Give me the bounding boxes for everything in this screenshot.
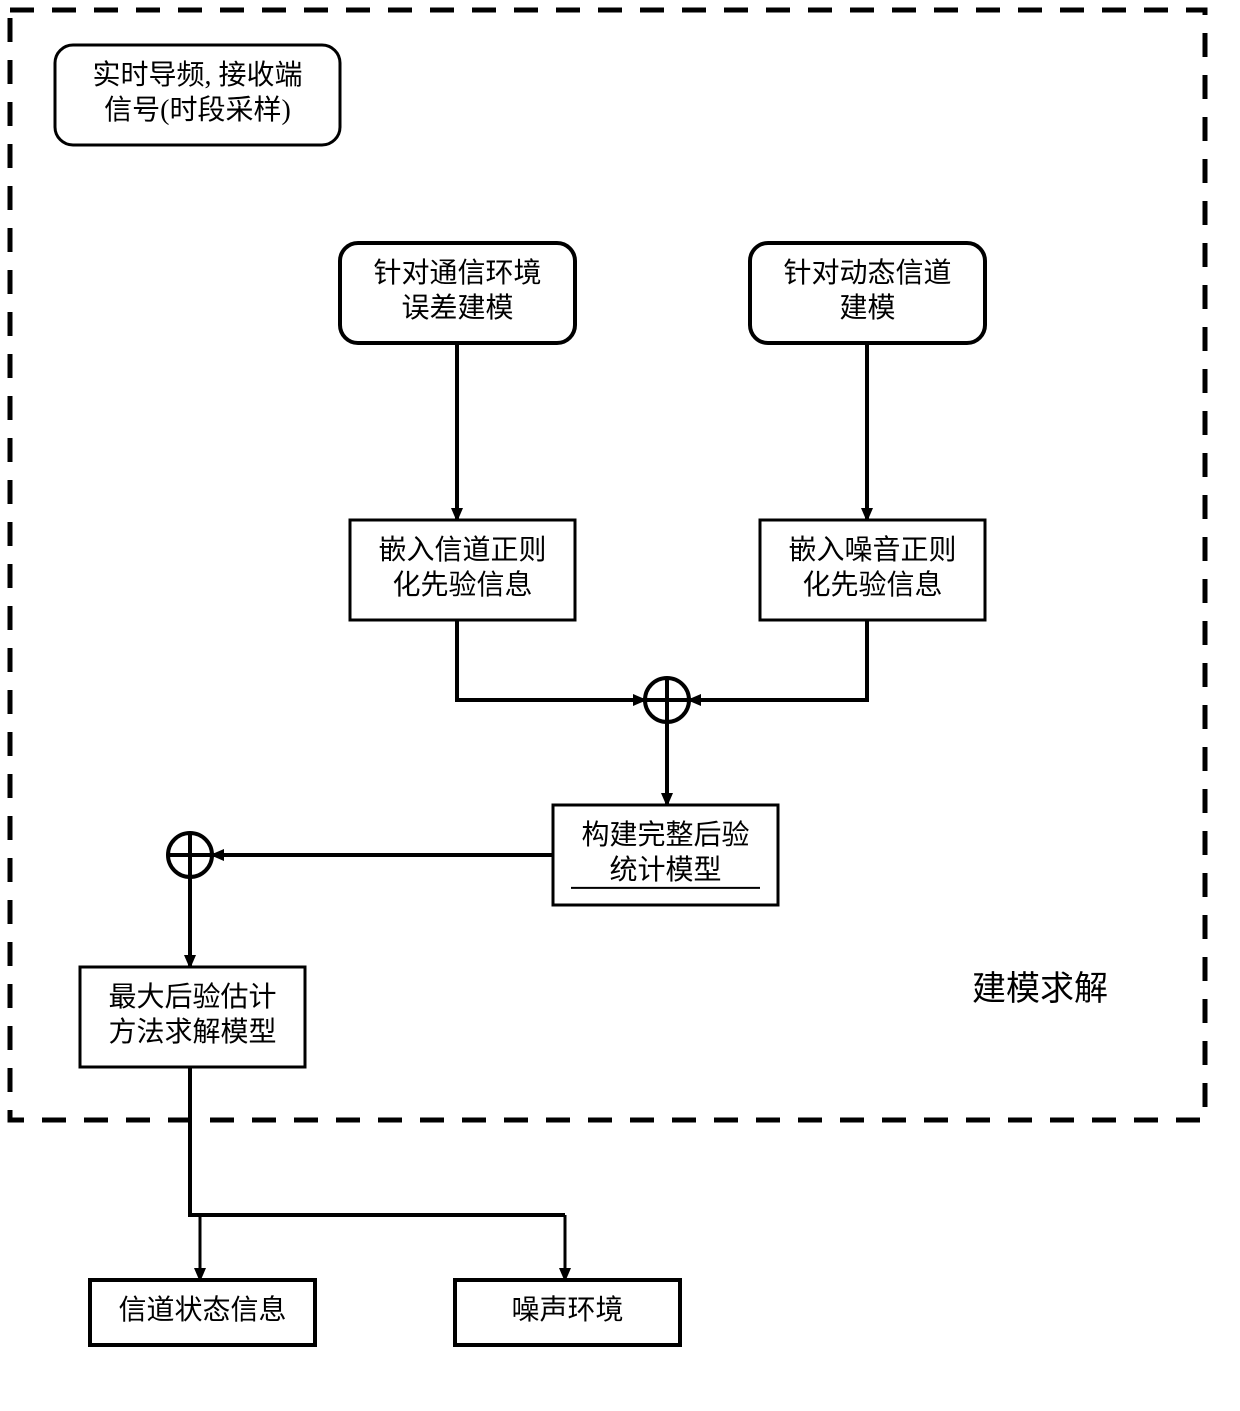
node-text: 噪声环境: [511, 1294, 623, 1326]
node-text: 化先验信息: [392, 569, 532, 601]
sum-node-s2: [168, 833, 212, 877]
edge: [689, 620, 867, 700]
node-text: 统计模型: [609, 854, 721, 886]
flowchart-diagram: 实时导频, 接收端信号(时段采样)针对通信环境误差建模针对动态信道建模嵌入信道正…: [0, 0, 1240, 1411]
node-text: 方法求解模型: [108, 1016, 276, 1048]
node-n_input: 实时导频, 接收端信号(时段采样): [55, 45, 340, 145]
node-n_map: 最大后验估计方法求解模型: [80, 967, 305, 1067]
node-n_posterior: 构建完整后验统计模型: [553, 805, 778, 905]
region-label: 建模求解: [972, 970, 1108, 1008]
node-n_noiseenv: 噪声环境: [455, 1280, 680, 1345]
node-text: 信道状态信息: [118, 1294, 286, 1326]
node-text: 嵌入噪音正则: [788, 534, 956, 566]
node-text: 嵌入信道正则: [378, 534, 546, 566]
node-n_chanprior: 嵌入信道正则化先验信息: [350, 520, 575, 620]
node-text: 针对通信环境: [373, 257, 541, 289]
node-text: 化先验信息: [802, 569, 942, 601]
node-n_env: 针对通信环境误差建模: [340, 243, 575, 343]
node-text: 误差建模: [401, 292, 513, 324]
node-text: 最大后验估计: [108, 981, 276, 1013]
node-text: 信号(时段采样): [104, 94, 291, 126]
node-text: 建模: [839, 292, 895, 324]
node-text: 实时导频, 接收端: [92, 59, 302, 91]
node-n_noiseprior: 嵌入噪音正则化先验信息: [760, 520, 985, 620]
edge: [190, 1067, 565, 1215]
edge: [457, 620, 645, 700]
node-text: 构建完整后验: [581, 819, 749, 851]
node-n_csi: 信道状态信息: [90, 1280, 315, 1345]
node-text: 针对动态信道: [783, 257, 951, 289]
node-n_dyn: 针对动态信道建模: [750, 243, 985, 343]
sum-node-s1: [645, 678, 689, 722]
